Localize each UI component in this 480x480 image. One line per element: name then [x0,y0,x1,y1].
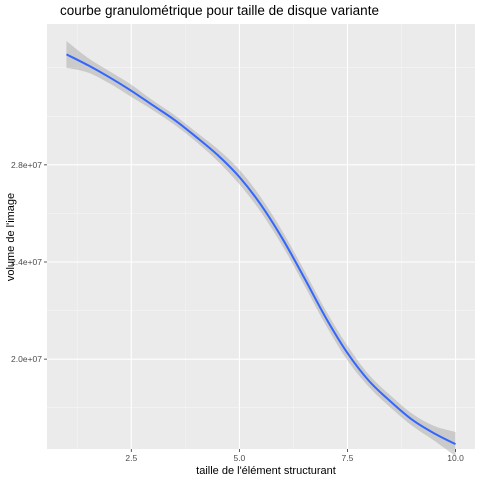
x-axis-title: taille de l'élément structurant [196,465,336,477]
y-tick-label: 2.8e+07 [11,160,42,170]
x-tick-label: 5.0 [233,453,245,463]
chart-title: courbe granulométrique pour taille de di… [60,3,379,18]
x-tick-label: 10.0 [447,453,464,463]
y-tick-label: 2.0e+07 [11,354,42,364]
major-gridlines [47,24,475,449]
plot-panel [47,24,475,449]
y-axis: 2.0e+07 2.4e+07 2.8e+07 [11,160,47,364]
x-tick-label: 7.5 [342,453,354,463]
y-tick-label: 2.4e+07 [11,257,42,267]
x-tick-label: 2.5 [125,453,137,463]
x-axis: 2.5 5.0 7.5 10.0 [125,449,464,463]
y-axis-title: volume de l'image [5,193,17,281]
smooth-line [66,53,456,446]
minor-gridlines [47,24,475,449]
